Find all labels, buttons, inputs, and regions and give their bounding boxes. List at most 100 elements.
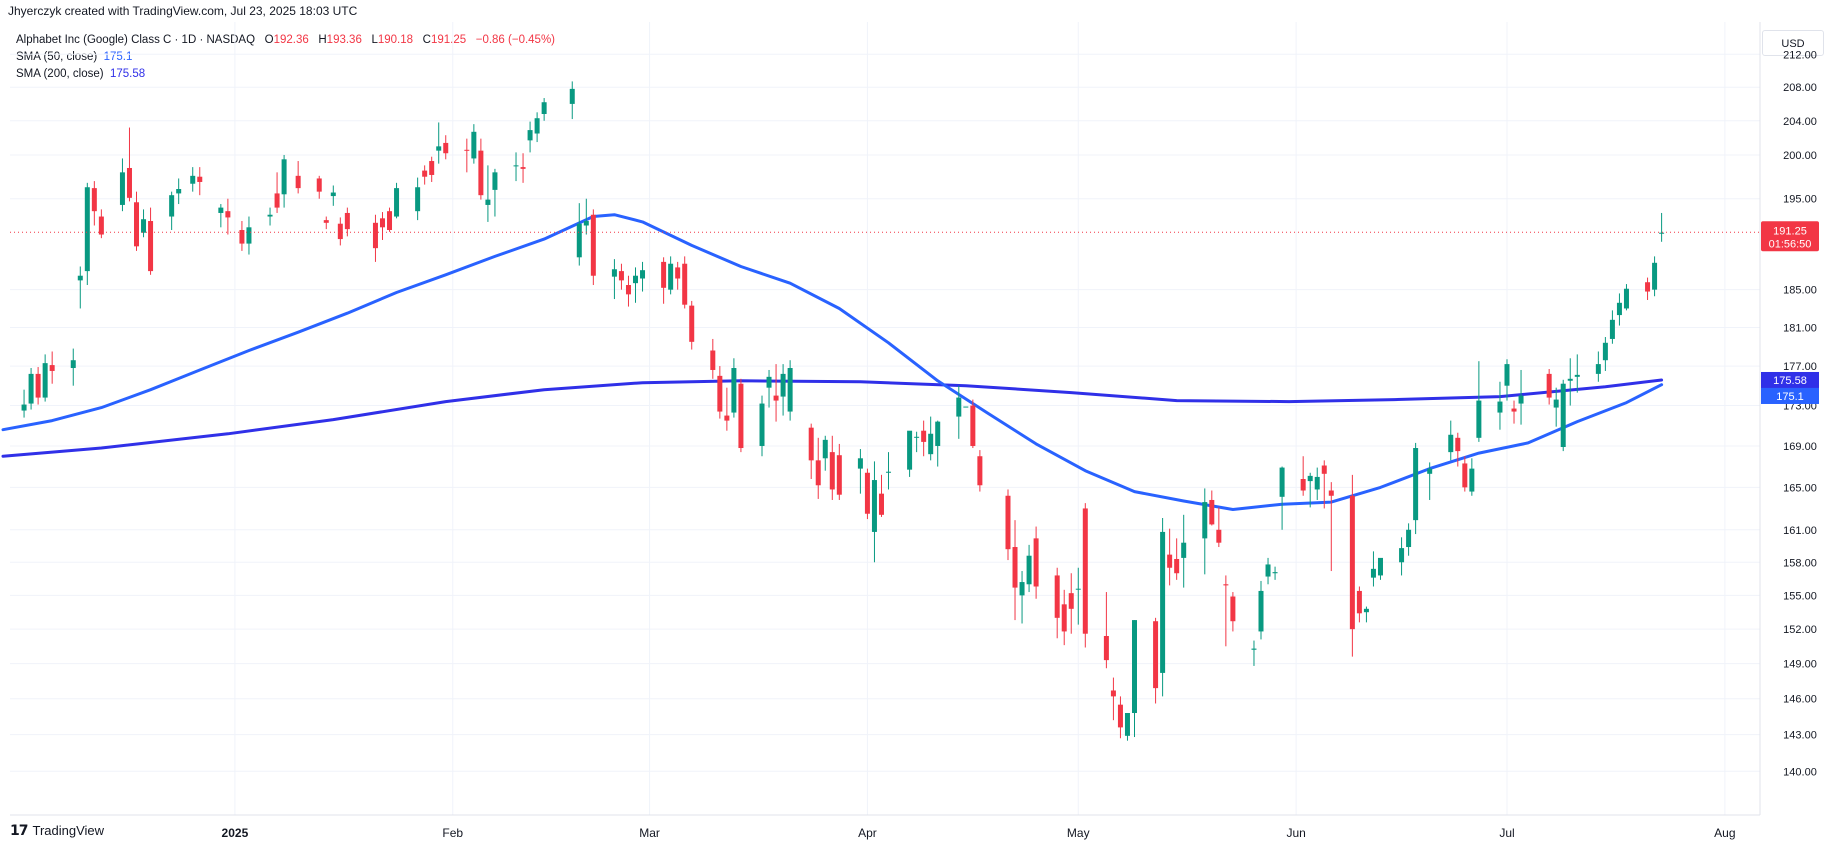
sma200-line (1, 378, 1664, 458)
candle-body (1314, 476, 1320, 490)
candle-body (836, 455, 842, 495)
candle-body (907, 430, 913, 470)
candle (141, 209, 147, 238)
candle-body (485, 199, 491, 205)
y-tick-label: 208.00 (1783, 82, 1817, 94)
candle-body (436, 146, 442, 151)
candle-body (1012, 547, 1018, 588)
candle (857, 449, 863, 494)
candle-body (766, 376, 772, 388)
candle (422, 165, 428, 185)
candle (1518, 369, 1524, 425)
price-axis[interactable]: 140.00 143.00 146.00 149.00 152.00 155.00 158.… (1759, 22, 1817, 815)
candle (415, 177, 421, 221)
candle (337, 217, 343, 246)
candle (963, 406, 969, 408)
candle (1026, 544, 1032, 593)
candle (1377, 557, 1383, 580)
candle (225, 198, 231, 235)
candle (1413, 442, 1419, 535)
candle-body (1504, 364, 1510, 386)
candle (1546, 368, 1552, 405)
candle (218, 204, 224, 228)
candle (126, 127, 132, 202)
time-axis[interactable]: 2025 Feb Mar Apr May Jun Jul Aug (10, 814, 1760, 840)
high-label: H (318, 34, 327, 46)
x-tick-label: Aug (1714, 826, 1735, 840)
candle (1476, 361, 1482, 442)
candle-body (98, 216, 104, 235)
open-label: O (264, 34, 274, 46)
candle-body (668, 263, 674, 290)
candle-body (1328, 490, 1334, 496)
candle-body (583, 221, 589, 226)
candle-body (1574, 374, 1580, 377)
sma50-line (1, 213, 1664, 511)
y-tick-label: 195.00 (1783, 194, 1817, 206)
candle-body (134, 202, 140, 247)
candles-group (21, 81, 1665, 741)
candle (871, 461, 877, 563)
candle (1560, 379, 1566, 452)
candle (534, 112, 540, 143)
last-price-label: 191.25 (1773, 225, 1807, 237)
candle (436, 122, 442, 164)
candle (28, 368, 34, 410)
candle-body (239, 230, 245, 244)
candle (977, 450, 983, 492)
candle (77, 266, 83, 309)
candle (773, 364, 779, 422)
candle (98, 209, 104, 239)
close-label: C (422, 34, 431, 46)
candle (836, 443, 842, 500)
candle-body (1202, 502, 1208, 539)
candle-body (773, 395, 779, 401)
sma50-legend-row[interactable]: SMA (50, close) 175.1 (16, 49, 555, 66)
candle-body (878, 493, 884, 515)
candle-body (1497, 401, 1503, 413)
low-value: 190.18 (377, 34, 414, 46)
candle-body (541, 102, 547, 114)
candle (928, 416, 934, 461)
candle (661, 257, 667, 304)
candle (1223, 575, 1229, 647)
candle-body (70, 360, 76, 369)
candle-body (717, 375, 723, 412)
currency-button[interactable]: USD (1762, 30, 1824, 56)
candle-body (808, 427, 814, 461)
candle (520, 153, 526, 183)
candle (1131, 620, 1137, 738)
candle-body (141, 219, 147, 233)
candle-body (28, 373, 34, 404)
candle-body (1518, 395, 1524, 404)
candle (1462, 456, 1468, 492)
candle-body (119, 172, 125, 205)
candle (787, 360, 793, 421)
candle (815, 437, 821, 499)
candle-body (534, 118, 540, 134)
candle (1504, 359, 1510, 401)
ohlc-close: C191.25 (416, 34, 467, 46)
y-tick-label: 185.00 (1783, 285, 1817, 297)
y-tick-label: 155.00 (1783, 590, 1817, 602)
sma200-legend-row[interactable]: SMA (200, close) 175.58 (16, 66, 555, 83)
candle (471, 124, 477, 164)
candle (1033, 526, 1039, 599)
candle-body (1075, 588, 1081, 590)
candle (829, 435, 835, 500)
candle (689, 300, 695, 350)
footer-brand[interactable]: 𝟭𝟳 TradingView (10, 822, 104, 839)
candle (443, 135, 449, 160)
candle (190, 167, 196, 192)
candle-body (464, 149, 470, 151)
x-tick-label: Feb (442, 826, 463, 840)
candle-body (1167, 554, 1173, 568)
candle-body (387, 211, 393, 231)
candle (1265, 557, 1271, 585)
candle-body (1595, 364, 1601, 374)
candle-body (1061, 604, 1067, 632)
y-tick-label: 161.00 (1783, 525, 1817, 537)
candle (1054, 567, 1060, 639)
y-tick-label: 149.00 (1783, 659, 1817, 671)
